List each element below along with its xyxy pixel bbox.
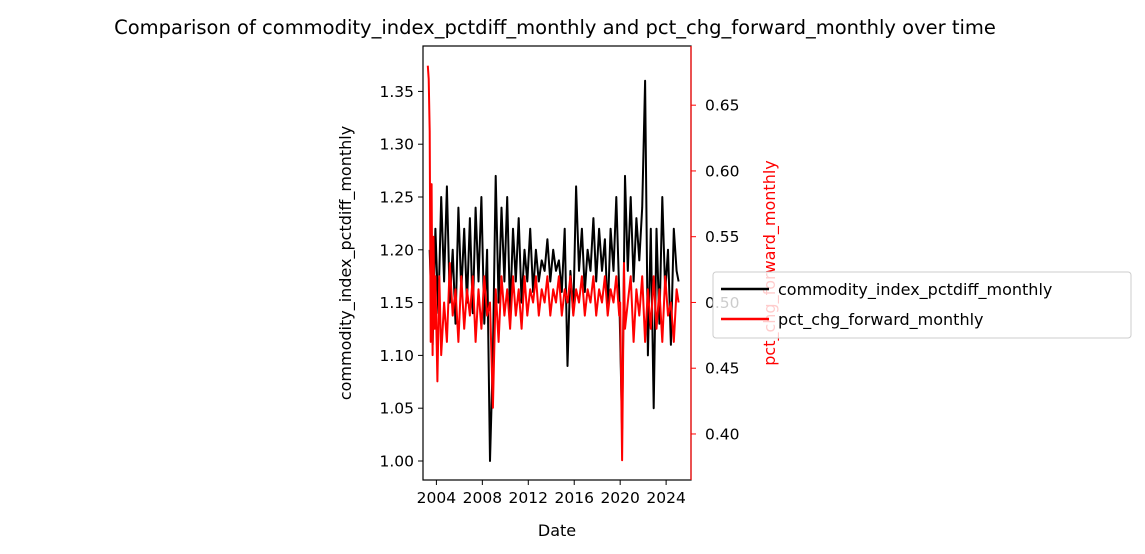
left-tick-label: 1.30 xyxy=(379,136,414,154)
left-axis-ticks: 1.00 1.05 1.10 1.15 1.20 1.25 1.30 1.35 xyxy=(379,83,423,470)
x-tick-label: 2004 xyxy=(417,489,456,507)
left-tick-label: 1.10 xyxy=(379,347,414,365)
left-tick-label: 1.05 xyxy=(379,400,414,418)
series-line-commodity-index xyxy=(428,79,680,462)
x-axis-label: Date xyxy=(538,521,576,540)
legend-label-pct-chg-forward: pct_chg_forward_monthly xyxy=(778,310,984,330)
legend: commodity_index_pctdiff_monthly pct_chg_… xyxy=(712,271,1132,339)
legend-box xyxy=(712,271,1132,339)
right-tick-label: 0.60 xyxy=(705,162,740,180)
x-axis-ticks: 2004 2008 2012 2016 2020 2024 xyxy=(417,480,686,507)
left-tick-label: 1.35 xyxy=(379,83,414,101)
right-tick-label: 0.55 xyxy=(705,228,740,246)
left-axis-label: commodity_index_pctdiff_monthly xyxy=(336,126,356,400)
left-tick-label: 1.25 xyxy=(379,189,414,207)
x-tick-label: 2024 xyxy=(646,489,685,507)
x-tick-label: 2020 xyxy=(600,489,639,507)
right-tick-label: 0.45 xyxy=(705,360,740,378)
right-tick-label: 0.40 xyxy=(705,425,740,443)
chart-title: Comparison of commodity_index_pctdiff_mo… xyxy=(114,16,996,39)
x-tick-label: 2016 xyxy=(555,489,594,507)
x-tick-label: 2008 xyxy=(463,489,502,507)
series-line-pct-chg-forward xyxy=(426,65,680,462)
right-tick-label: 0.65 xyxy=(705,97,740,115)
left-tick-label: 1.20 xyxy=(379,241,414,259)
legend-label-commodity-index: commodity_index_pctdiff_monthly xyxy=(778,280,1052,300)
series-layer xyxy=(426,65,680,462)
left-tick-label: 1.15 xyxy=(379,294,414,312)
left-tick-label: 1.00 xyxy=(379,452,414,470)
x-tick-label: 2012 xyxy=(509,489,548,507)
right-axis-ticks: 0.400.450.500.550.600.65 xyxy=(691,97,740,443)
